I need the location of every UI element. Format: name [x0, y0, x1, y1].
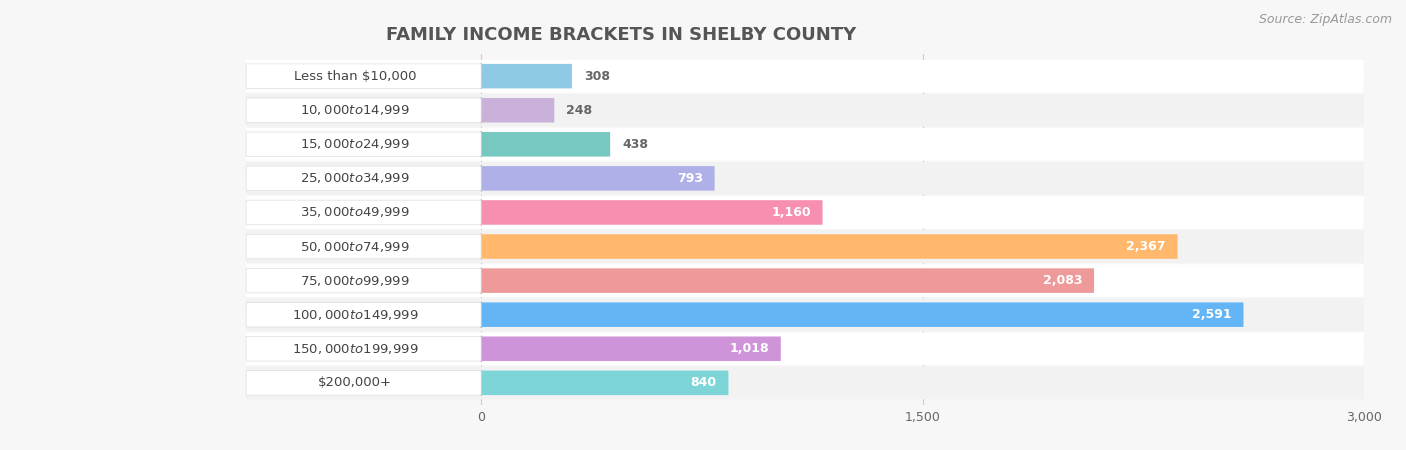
FancyBboxPatch shape: [246, 166, 481, 191]
FancyBboxPatch shape: [481, 371, 728, 395]
Text: $100,000 to $149,999: $100,000 to $149,999: [291, 308, 418, 322]
FancyBboxPatch shape: [481, 132, 610, 157]
FancyBboxPatch shape: [246, 230, 1364, 263]
FancyBboxPatch shape: [246, 337, 481, 361]
FancyBboxPatch shape: [246, 94, 1364, 126]
Text: Less than $10,000: Less than $10,000: [294, 70, 416, 83]
Text: 2,083: 2,083: [1043, 274, 1083, 287]
Text: 840: 840: [690, 376, 717, 389]
FancyBboxPatch shape: [246, 132, 481, 157]
FancyBboxPatch shape: [246, 98, 481, 122]
FancyBboxPatch shape: [246, 162, 1364, 195]
FancyBboxPatch shape: [481, 166, 714, 191]
FancyBboxPatch shape: [246, 64, 481, 88]
Text: FAMILY INCOME BRACKETS IN SHELBY COUNTY: FAMILY INCOME BRACKETS IN SHELBY COUNTY: [385, 26, 856, 44]
FancyBboxPatch shape: [246, 128, 1364, 161]
Text: 2,591: 2,591: [1192, 308, 1232, 321]
FancyBboxPatch shape: [246, 264, 1364, 297]
Text: 248: 248: [567, 104, 592, 117]
Text: $50,000 to $74,999: $50,000 to $74,999: [299, 239, 409, 253]
Text: 438: 438: [621, 138, 648, 151]
FancyBboxPatch shape: [481, 64, 572, 88]
FancyBboxPatch shape: [246, 302, 481, 327]
Text: Source: ZipAtlas.com: Source: ZipAtlas.com: [1258, 14, 1392, 27]
FancyBboxPatch shape: [481, 234, 1178, 259]
Text: 1,018: 1,018: [730, 342, 769, 355]
FancyBboxPatch shape: [246, 366, 1364, 399]
FancyBboxPatch shape: [246, 200, 481, 225]
FancyBboxPatch shape: [246, 298, 1364, 331]
FancyBboxPatch shape: [246, 60, 1364, 93]
Text: $75,000 to $99,999: $75,000 to $99,999: [299, 274, 409, 288]
Text: $10,000 to $14,999: $10,000 to $14,999: [299, 103, 409, 117]
Text: 2,367: 2,367: [1126, 240, 1166, 253]
FancyBboxPatch shape: [246, 371, 481, 395]
FancyBboxPatch shape: [481, 200, 823, 225]
Text: 308: 308: [583, 70, 610, 83]
FancyBboxPatch shape: [481, 268, 1094, 293]
FancyBboxPatch shape: [246, 333, 1364, 365]
FancyBboxPatch shape: [481, 337, 780, 361]
Text: $25,000 to $34,999: $25,000 to $34,999: [299, 171, 409, 185]
FancyBboxPatch shape: [246, 196, 1364, 229]
FancyBboxPatch shape: [481, 302, 1243, 327]
FancyBboxPatch shape: [246, 268, 481, 293]
FancyBboxPatch shape: [246, 234, 481, 259]
Text: 793: 793: [676, 172, 703, 185]
Text: $150,000 to $199,999: $150,000 to $199,999: [291, 342, 418, 356]
Text: $15,000 to $24,999: $15,000 to $24,999: [299, 137, 409, 151]
FancyBboxPatch shape: [481, 98, 554, 122]
Text: $35,000 to $49,999: $35,000 to $49,999: [299, 206, 409, 220]
Text: $200,000+: $200,000+: [318, 376, 392, 389]
Text: 1,160: 1,160: [772, 206, 811, 219]
